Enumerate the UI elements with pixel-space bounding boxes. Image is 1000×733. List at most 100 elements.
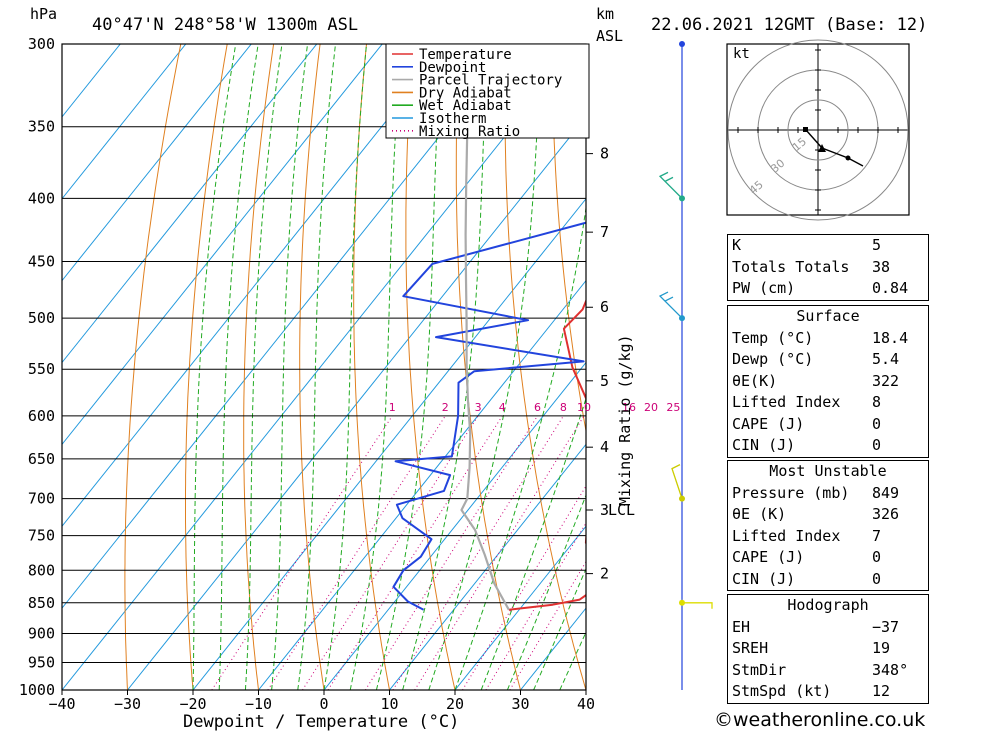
pressure-tick-label: 500 — [28, 309, 55, 327]
mu-row: Pressure (mb) 849 — [732, 483, 900, 502]
wet-adiabat-line — [297, 44, 336, 690]
isotherm-line — [62, 44, 187, 200]
surface-title: Surface — [796, 307, 860, 325]
surface-row: θE(K) 322 — [732, 371, 900, 390]
wet-adiabat-line — [244, 44, 283, 690]
isotherm-line — [62, 44, 252, 282]
isobars: 300 350 400 450 500 550 600 650 700 750 800 850 900 9… — [19, 35, 586, 699]
x-axis-title: Dewpoint / Temperature (°C) — [183, 712, 459, 732]
pressure-tick-label: 350 — [28, 118, 55, 136]
hodo-row: StmSpd (kt) 12 — [732, 682, 891, 700]
hodo-row: StmDir 348° — [732, 660, 909, 679]
isotherm-line — [62, 44, 318, 364]
pressure-tick-label: 800 — [28, 561, 55, 579]
mixing-ratio-axis-title: Mixing Ratio (g/kg) — [616, 334, 634, 506]
hpa-axis-label: hPa — [30, 5, 57, 23]
mu-row: CIN (J) 0 — [732, 569, 882, 588]
mixing-ratio-label: 1 — [389, 401, 396, 414]
isotherm-line — [389, 443, 586, 690]
wind-barb — [682, 602, 713, 609]
mixing-ratio-line — [462, 485, 586, 690]
wet-adiabat-line — [323, 44, 367, 690]
dry-adiabat-line — [243, 44, 275, 690]
wind-barb — [658, 171, 683, 199]
km-axis: 8 7 6 5 4 3 2 LCL — [586, 145, 635, 583]
km-tick-label: 8 — [600, 145, 609, 163]
pressure-tick-label: 550 — [28, 360, 55, 378]
hodo-row: SREH 19 — [732, 639, 891, 657]
legend-entry: Parcel Trajectory — [419, 73, 562, 89]
legend-entry: Isotherm — [419, 111, 486, 127]
hodograph-title: Hodograph — [787, 596, 869, 614]
pressure-tick-label: 300 — [28, 35, 55, 53]
plot-frame — [61, 43, 587, 691]
mixing-ratio-line — [211, 415, 393, 690]
hodograph-unit: kt — [733, 46, 750, 62]
hodograph-ring — [727, 39, 909, 221]
km-tick-label: 4 — [600, 438, 609, 456]
wet-adiabat-line — [192, 44, 237, 690]
hodo-row: EH −37 — [732, 617, 900, 636]
mixing-ratio-label: 25 — [666, 401, 680, 414]
wet-adiabat-line — [480, 397, 586, 690]
pressure-tick-label: 450 — [28, 253, 55, 271]
pressure-tick-label: 900 — [28, 624, 55, 642]
surface-row: Temp (°C) 18.4 — [732, 328, 909, 347]
km-tick-label: 7 — [600, 223, 609, 241]
x-tick-label: 20 — [446, 695, 464, 713]
km-axis-label: km — [596, 5, 614, 23]
pressure-tick-label: 400 — [28, 189, 55, 207]
dry-adiabat-line — [405, 44, 456, 690]
km-tick-label: 5 — [600, 372, 609, 390]
pressure-tick-label: 700 — [28, 490, 55, 508]
lcl-label: LCL — [608, 501, 635, 519]
mixing-ratio-label: 10 — [577, 401, 591, 414]
dry-adiabat-line — [353, 44, 390, 690]
hodograph-table: Hodograph EH −37 SREH 19 StmDir 348° StmSpd… — [727, 594, 929, 704]
surface-row: Lifted Index 8 — [732, 393, 882, 411]
wet-adiabat-line — [218, 44, 259, 690]
x-tick-label: 10 — [380, 695, 398, 713]
pressure-tick-label: 950 — [28, 653, 55, 671]
legend-entry: Temperature — [419, 47, 512, 63]
isotherm-line — [454, 525, 586, 690]
isotherm-line — [62, 44, 383, 446]
mu-row: CAPE (J) 0 — [732, 548, 882, 566]
wet-adiabat-line — [402, 44, 488, 690]
mixing-ratio-labels: 1 2 3 4 6 8 10 16 20 25 — [389, 401, 681, 414]
x-tick-label: −20 — [179, 695, 206, 713]
copyright-link[interactable]: ©weatheronline.co.uk — [714, 709, 926, 731]
mixing-ratio-line — [267, 415, 446, 690]
profile-parcel-trajectory — [460, 52, 510, 611]
axes: −40 −30 −20 −10 0 10 20 30 40 — [48, 690, 595, 713]
isotherm-line — [62, 44, 449, 528]
pressure-tick-label: 650 — [28, 450, 55, 468]
wind-barb — [671, 464, 683, 499]
hodograph-trace — [805, 129, 864, 167]
hodograph-start-marker — [803, 127, 808, 132]
isotherm-line — [62, 44, 580, 690]
dry-adiabat-line — [185, 44, 228, 690]
dry-adiabat-line — [124, 44, 182, 690]
storm-motion-marker — [818, 144, 826, 152]
profiles — [392, 52, 586, 611]
most-unstable-table: Most Unstable Pressure (mb) 849 θE (K) 326… — [727, 460, 929, 591]
mu-row: θE (K) 326 — [732, 505, 900, 523]
wind-barb — [658, 291, 683, 319]
wind-profile — [658, 41, 713, 690]
mixing-ratio-line — [392, 415, 564, 690]
isotherm-line — [323, 361, 586, 690]
dry-adiabat-line — [924, 44, 1000, 690]
legend-entry: Wet Adiabat — [419, 98, 512, 114]
asl-axis-label: ASL — [596, 27, 623, 45]
wet-adiabat-line — [349, 44, 402, 690]
wet-adiabat-line — [533, 567, 586, 690]
km-tick-label: 2 — [600, 565, 609, 583]
mixing-ratio-label: 16 — [622, 401, 636, 414]
surface-row: Dewp (°C) 5.4 — [732, 350, 900, 368]
mixing-ratio-label: 6 — [534, 401, 541, 414]
mixing-ratio-line — [364, 415, 538, 690]
